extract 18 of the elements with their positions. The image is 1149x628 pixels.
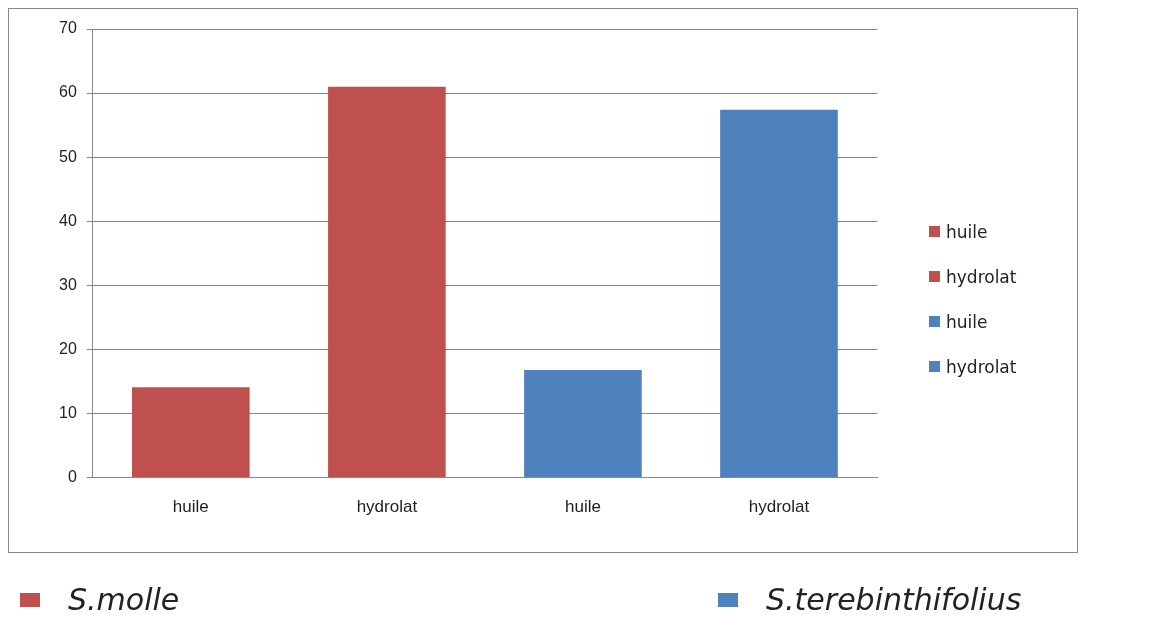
x-tick-label: hydrolat <box>356 497 418 517</box>
y-tick-label: 40 <box>59 211 77 229</box>
legend-label: S.terebinthifolius <box>765 582 1022 617</box>
category-label: huile <box>946 221 988 242</box>
y-tick-label: 70 <box>59 19 77 37</box>
x-tick-label: huile <box>172 497 209 517</box>
category-label: hydrolat <box>946 356 1017 377</box>
y-tick-label: 60 <box>59 83 77 101</box>
y-tick-label: 30 <box>59 275 77 293</box>
x-tick-label: huile <box>564 497 601 517</box>
y-tick-label: 20 <box>59 339 77 357</box>
legend-label: S.molle <box>67 582 180 617</box>
y-tick-label: 50 <box>59 147 77 165</box>
category-label: huile <box>946 311 988 332</box>
category-label: hydrolat <box>946 266 1017 287</box>
y-tick-label: 10 <box>59 403 77 421</box>
y-tick-label: 0 <box>67 468 77 486</box>
x-tick-label: hydrolat <box>748 497 810 517</box>
